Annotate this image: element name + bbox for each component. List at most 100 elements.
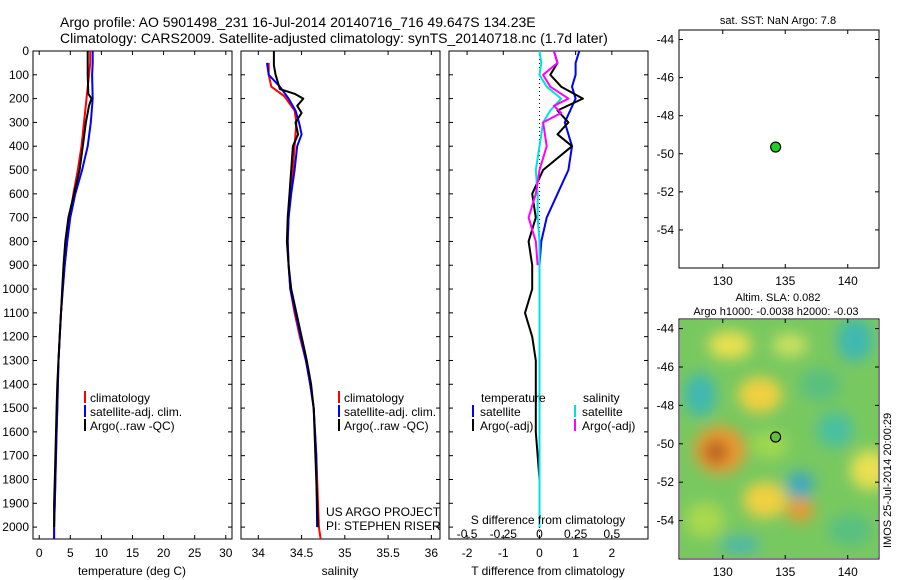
depth-tick-label: 1800 [2, 472, 29, 486]
legend-argo: Argo(..raw -QC) [90, 419, 175, 433]
map-x-tick-label: 130 [713, 274, 733, 288]
depth-tick-label: 1900 [2, 496, 29, 510]
x-tick-label: 35 [338, 546, 352, 560]
series-line-argo-raw-qc- [53, 51, 93, 528]
map-y-tick-label: -44 [657, 322, 675, 336]
depth-tick-label: 1500 [2, 401, 29, 415]
depth-tick-label: 100 [9, 68, 29, 82]
x-tick-label: -1 [498, 546, 509, 560]
map-y-tick-label: -46 [657, 71, 675, 85]
x-tick-label: 15 [126, 546, 140, 560]
depth-tick-label: 0 [22, 44, 29, 58]
legend-satellite-adj: satellite-adj. clim. [344, 405, 436, 419]
sla-map-plot: 130 135 140 -44 -46 -48 -50 -52 -54 [657, 319, 879, 579]
x-tick-label-salinity: -0.25 [490, 527, 518, 541]
argo-location-marker [770, 141, 782, 153]
map-y-tick-label: -48 [657, 109, 675, 123]
legend-temperature-head: temperature [481, 391, 546, 405]
map-y-tick-label: -50 [657, 437, 675, 451]
series-line-temperature-satellite [538, 50, 581, 528]
difference-panel-frame [448, 50, 649, 540]
depth-tick-label: 700 [9, 211, 29, 225]
depth-tick-label: 1300 [2, 353, 29, 367]
map-y-tick-label: -44 [657, 33, 675, 47]
map-y-tick-label: -48 [657, 398, 675, 412]
difference-plot: -2 -1 0 1 2 -0.5 -0.25 0 0.25 0.5 [449, 50, 648, 560]
x-tick-label: 2 [608, 546, 615, 560]
legend-t-satellite: satellite [480, 405, 521, 419]
sst-panel-title: sat. SST: NaN Argo: 7.8 [720, 15, 836, 27]
depth-tick-label: 800 [9, 234, 29, 248]
difference-xlabel-salinity: S difference from climatology [471, 513, 626, 527]
x-tick-label: 0 [536, 546, 543, 560]
temperature-legend: climatology satellite-adj. clim. Argo(..… [84, 391, 182, 433]
map-y-tick-label: -54 [657, 223, 675, 237]
x-tick-label: 30 [219, 546, 233, 560]
legend-s-argo: Argo(-adj) [582, 419, 635, 433]
salinity-plot: 34 34.5 35 35.5 36 [241, 50, 440, 560]
depth-tick-label: 1400 [2, 377, 29, 391]
map-x-tick-label: 140 [838, 565, 858, 579]
depth-tick-label: 200 [9, 92, 29, 106]
map-y-tick-label: -54 [657, 514, 675, 528]
depth-tick-label: 900 [9, 258, 29, 272]
legend-climatology: climatology [344, 391, 404, 405]
map-y-tick-label: -52 [657, 185, 675, 199]
x-tick-label: 0 [36, 546, 43, 560]
legend-climatology: climatology [90, 391, 150, 405]
x-tick-label: 25 [188, 546, 202, 560]
sla-title-line-2: Argo h1000: -0.0038 h2000: -0.03 [693, 306, 858, 318]
map-y-tick-label: -46 [657, 360, 675, 374]
temperature-plot: 0 5 10 15 20 25 30 [33, 50, 233, 560]
difference-legend: temperature salinity satellite Argo(-adj… [472, 391, 635, 433]
x-tick-label: 34 [252, 546, 266, 560]
salinity-legend: climatology satellite-adj. clim. Argo(..… [338, 391, 436, 433]
temperature-xlabel: temperature (deg C) [78, 564, 186, 578]
x-tick-label: 36 [425, 546, 439, 560]
x-tick-label: 35.5 [376, 546, 400, 560]
depth-tick-label: 1600 [2, 425, 29, 439]
x-tick-label-salinity: 0 [536, 527, 543, 541]
legend-t-argo: Argo(-adj) [480, 419, 533, 433]
depth-tick-label: 500 [9, 163, 29, 177]
x-tick-label: 5 [67, 546, 74, 560]
title-line-1: Argo profile: AO 5901498_231 16-Jul-2014… [60, 14, 536, 30]
legend-salinity-head: salinity [583, 391, 620, 405]
map-x-tick-label: 135 [775, 565, 795, 579]
difference-xlabel: T difference from climatology [471, 564, 625, 578]
map-x-tick-label: 130 [713, 565, 733, 579]
legend-s-satellite: satellite [582, 405, 623, 419]
depth-tick-label: 600 [9, 187, 29, 201]
map-y-tick-label: -50 [657, 147, 675, 161]
series-line-satellite-adj-clim- [53, 51, 94, 539]
salinity-xlabel: salinity [322, 564, 359, 578]
x-tick-label: 34.5 [290, 546, 314, 560]
series-line-salinity-argo-adj- [527, 50, 570, 266]
depth-tick-label: 300 [9, 115, 29, 129]
map-x-tick-label: 140 [838, 274, 858, 288]
argo-location-marker [770, 431, 782, 443]
project-line-1: US ARGO PROJECT [326, 505, 441, 519]
series-line-argo-raw-qc- [272, 51, 319, 528]
map-x-tick-label: 135 [775, 274, 795, 288]
project-line-2: PI: STEPHEN RISER [326, 519, 441, 533]
depth-tick-label: 1200 [2, 330, 29, 344]
x-tick-label-salinity: -0.5 [457, 527, 478, 541]
sst-map-frame [678, 29, 880, 269]
sla-heatmap [680, 320, 878, 558]
x-tick-label: 1 [572, 546, 579, 560]
imos-stamp: IMOS 25-Jul-2014 20:00:29 [882, 413, 894, 548]
x-tick-label: -2 [462, 546, 473, 560]
sla-title-line-1: Altim. SLA: 0.082 [736, 292, 821, 304]
legend-argo: Argo(..raw -QC) [344, 419, 429, 433]
depth-axis-ticks: 0 100 200 300 400 500 600 700 800 900 1000 1100 1200… [2, 44, 29, 534]
x-tick-label: 20 [157, 546, 171, 560]
x-tick-label-salinity: 0.25 [564, 527, 588, 541]
x-tick-label: 10 [95, 546, 109, 560]
sla-map-frame [678, 318, 880, 560]
series-line-temperature-argo-adj- [524, 50, 584, 528]
legend-satellite-adj: satellite-adj. clim. [90, 405, 182, 419]
salinity-panel-frame [240, 50, 441, 540]
depth-tick-label: 1000 [2, 282, 29, 296]
